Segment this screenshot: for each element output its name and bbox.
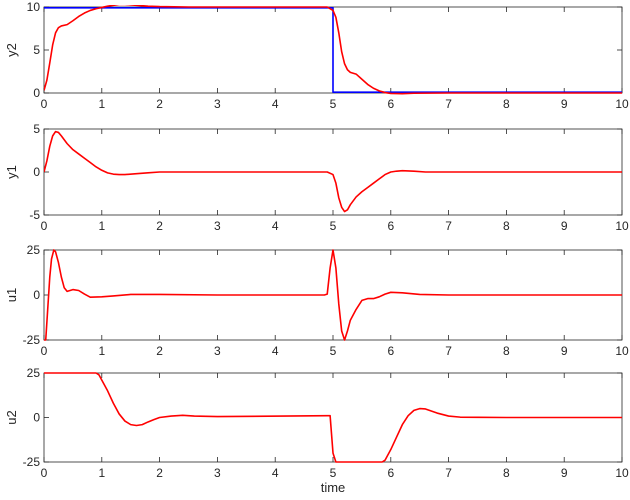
x-tick-label: 9: [561, 219, 568, 233]
x-tick-label: 7: [445, 466, 452, 480]
x-tick-label: 10: [615, 97, 629, 111]
x-tick-label: 3: [214, 97, 221, 111]
series-line-0: [44, 249, 622, 341]
series-line-0: [44, 130, 622, 213]
x-tick-label: 5: [330, 344, 337, 358]
x-tick-label: 0: [41, 219, 48, 233]
x-tick-label: 7: [445, 97, 452, 111]
y-tick-label: 0: [33, 86, 40, 100]
x-tick-label: 5: [330, 466, 337, 480]
y-tick-label: 0: [33, 288, 40, 302]
x-tick-label: 10: [615, 219, 629, 233]
x-tick-label: 2: [156, 466, 163, 480]
x-tick-label: 7: [445, 344, 452, 358]
x-tick-label: 10: [615, 466, 629, 480]
x-tick-label: 0: [41, 97, 48, 111]
y-tick-label: 0: [33, 411, 40, 425]
y-tick-label: 5: [33, 122, 40, 136]
y-tick-label: -25: [23, 333, 41, 347]
x-tick-label: 4: [272, 466, 279, 480]
x-tick-label: 1: [98, 466, 105, 480]
x-tick-label: 5: [330, 97, 337, 111]
x-tick-label: 0: [41, 344, 48, 358]
x-tick-label: 3: [214, 219, 221, 233]
y-tick-label: 25: [27, 243, 41, 257]
x-tick-label: 6: [387, 97, 394, 111]
y-axis-label: u1: [4, 288, 19, 302]
y-tick-label: 10: [27, 0, 41, 14]
x-tick-label: 6: [387, 344, 394, 358]
x-tick-label: 9: [561, 344, 568, 358]
subplot-y2: 0 1 2 3 4 5 6 7 8 9 10 0 5 10 y2: [4, 0, 629, 111]
x-tick-label: 6: [387, 219, 394, 233]
x-tick-label: 0: [41, 466, 48, 480]
x-tick-label: 4: [272, 344, 279, 358]
x-tick-label: 4: [272, 97, 279, 111]
x-tick-label: 8: [503, 466, 510, 480]
x-tick-label: 3: [214, 466, 221, 480]
y-axis-label: u2: [4, 410, 19, 424]
x-tick-label: 3: [214, 344, 221, 358]
y-tick-label: 0: [33, 165, 40, 179]
series-line-0: [44, 372, 622, 463]
x-tick-label: 8: [503, 219, 510, 233]
x-tick-label: 8: [503, 97, 510, 111]
x-axis-label: time: [321, 480, 346, 495]
x-tick-label: 2: [156, 344, 163, 358]
x-tick-label: 2: [156, 97, 163, 111]
y-tick-label: 25: [27, 366, 41, 380]
y-axis-label: y2: [4, 43, 19, 57]
x-tick-label: 2: [156, 219, 163, 233]
x-tick-label: 5: [330, 219, 337, 233]
x-tick-label: 9: [561, 97, 568, 111]
x-tick-label: 8: [503, 344, 510, 358]
x-tick-label: 1: [98, 219, 105, 233]
y-tick-label: -25: [23, 455, 41, 469]
y-axis-label: y1: [4, 165, 19, 179]
series-line-1: [44, 5, 622, 95]
x-tick-label: 1: [98, 344, 105, 358]
x-tick-label: 7: [445, 219, 452, 233]
x-tick-label: 1: [98, 97, 105, 111]
x-tick-label: 10: [615, 344, 629, 358]
series-line-0: [44, 7, 622, 93]
y-tick-label: 5: [33, 43, 40, 57]
x-tick-label: 4: [272, 219, 279, 233]
x-tick-label: 9: [561, 466, 568, 480]
y-tick-label: -5: [29, 208, 40, 222]
x-tick-label: 6: [387, 466, 394, 480]
